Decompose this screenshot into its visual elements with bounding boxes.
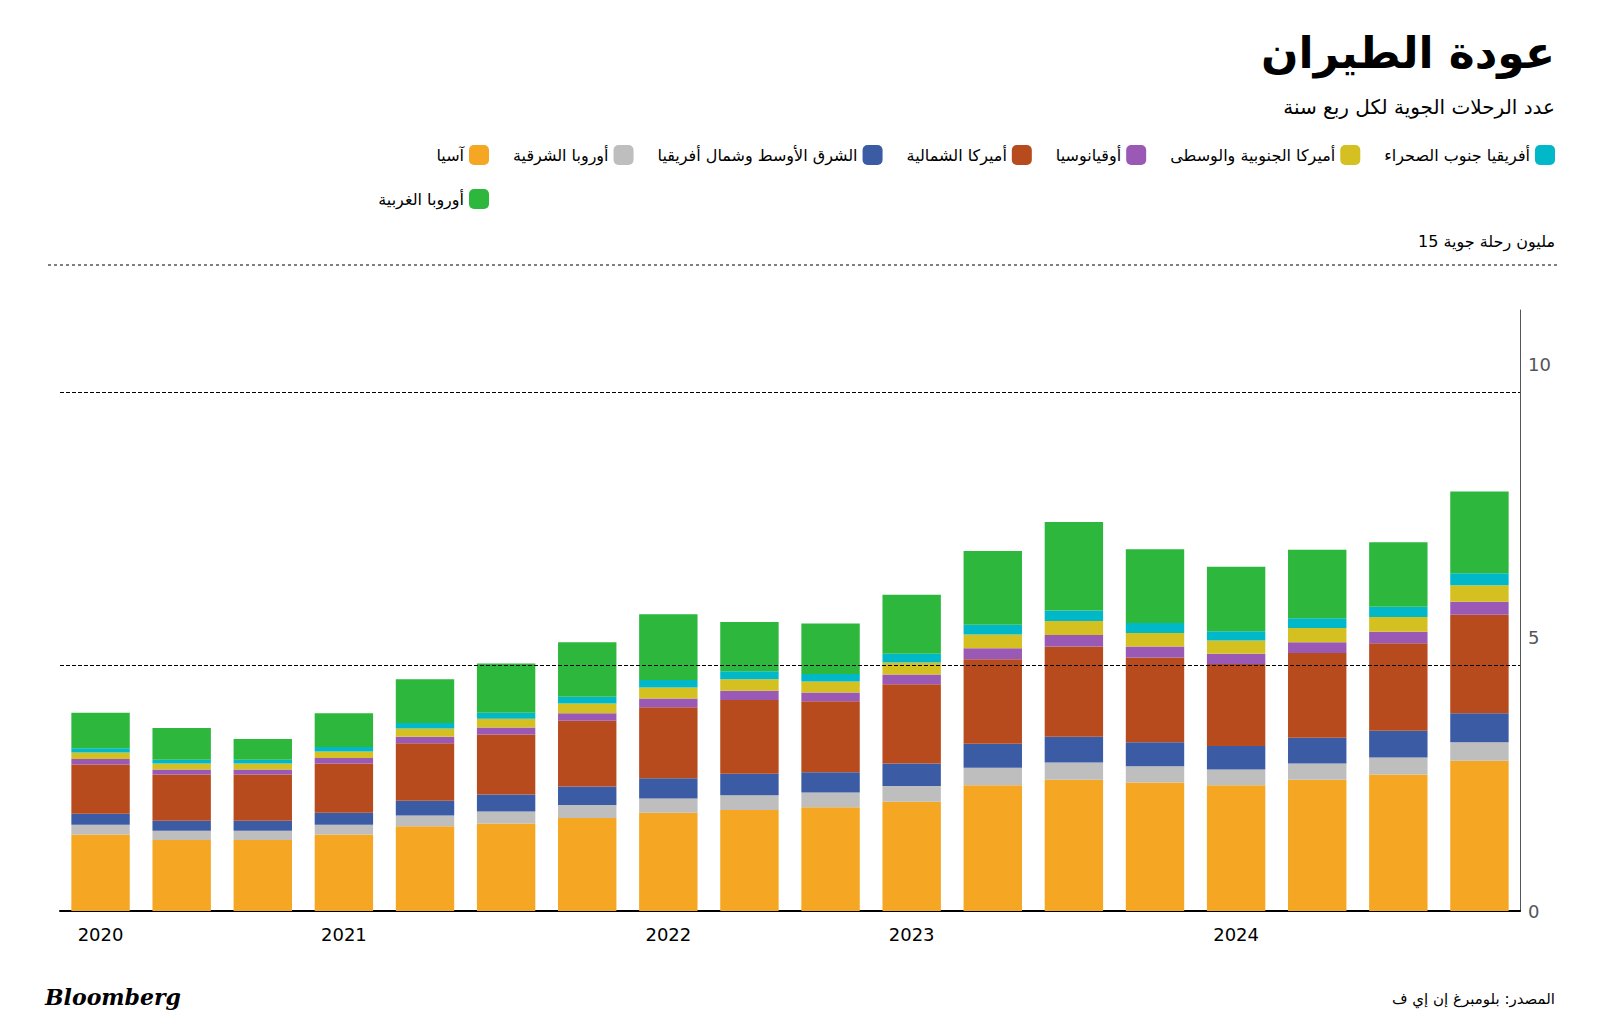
svg-text:أفريقيا جنوب الصحراء: أفريقيا جنوب الصحراء xyxy=(1384,145,1530,166)
svg-text:2022: 2022 xyxy=(645,924,691,945)
svg-text:آسيا: آسيا xyxy=(436,146,465,165)
svg-text:أميركا الشمالية: أميركا الشمالية xyxy=(907,145,1007,166)
svg-text:5: 5 xyxy=(1528,627,1539,648)
svg-text:2021: 2021 xyxy=(321,924,367,945)
svg-text:أوروبا الشرقية: أوروبا الشرقية xyxy=(513,145,609,166)
svg-text:10: 10 xyxy=(1528,354,1551,375)
svg-text:0: 0 xyxy=(1528,901,1539,922)
svg-text:عودة الطيران: عودة الطيران xyxy=(1261,27,1555,79)
svg-text:2020: 2020 xyxy=(78,924,124,945)
svg-text:Bloomberg: Bloomberg xyxy=(44,984,181,1010)
svg-text:15 مليون رحلة جوية: 15 مليون رحلة جوية xyxy=(1418,232,1555,252)
svg-text:الشرق الأوسط وشمال أفريقيا: الشرق الأوسط وشمال أفريقيا xyxy=(658,145,858,166)
svg-text:أميركا الجنوبية والوسطى: أميركا الجنوبية والوسطى xyxy=(1170,145,1335,166)
svg-text:2024: 2024 xyxy=(1213,924,1259,945)
svg-text:أوروبا الغربية: أوروبا الغربية xyxy=(378,189,464,210)
svg-text:المصدر: بلومبرغ إن إي ف: المصدر: بلومبرغ إن إي ف xyxy=(1392,990,1555,1009)
svg-text:أوقيانوسيا: أوقيانوسيا xyxy=(1056,145,1121,166)
svg-text:2023: 2023 xyxy=(889,924,935,945)
svg-text:عدد الرحلات الجوية لكل ربع سنة: عدد الرحلات الجوية لكل ربع سنة xyxy=(1283,95,1555,119)
